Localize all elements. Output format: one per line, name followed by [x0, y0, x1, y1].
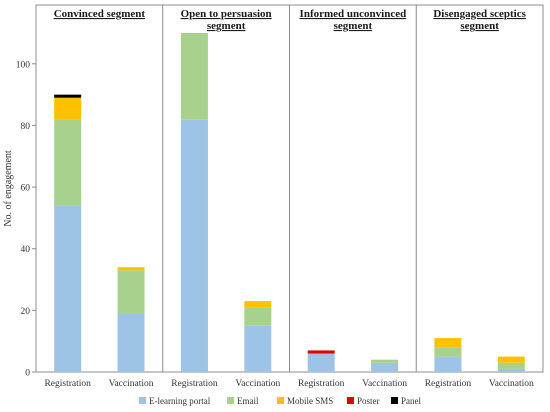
bar-segment: [434, 338, 462, 348]
category-label: Vaccination: [362, 379, 407, 389]
bar-segment: [434, 356, 462, 372]
bar-segment: [434, 347, 462, 357]
bar-segment: [54, 119, 82, 206]
bar-segment: [497, 368, 525, 372]
category-label: Vaccination: [109, 379, 154, 389]
category-label: Vaccination: [235, 379, 280, 389]
bar-segment: [54, 94, 82, 98]
y-tick-label: 0: [25, 369, 30, 379]
y-tick-label: 40: [21, 245, 31, 255]
category-label: Registration: [44, 379, 91, 389]
category-label: Vaccination: [489, 379, 534, 389]
bar-segment: [307, 350, 335, 354]
panel-title: Convinced segment: [54, 8, 146, 20]
legend-swatch: [227, 397, 234, 404]
bar-segment: [54, 205, 82, 372]
category-label: Registration: [298, 379, 345, 389]
legend-label: Email: [237, 396, 259, 406]
y-tick-label: 80: [21, 122, 31, 132]
legend-label: Panel: [401, 396, 421, 406]
y-tick-label: 60: [21, 184, 31, 194]
bar-segment: [497, 356, 525, 363]
bar-segment: [371, 362, 399, 372]
category-label: Registration: [171, 379, 218, 389]
bar-segment: [180, 119, 208, 372]
bar-segment: [117, 267, 145, 271]
legend-swatch: [139, 397, 146, 404]
y-axis-title: No. of engagement: [3, 150, 14, 227]
legend-label: Mobile SMS: [287, 396, 333, 406]
panel-title: Disengaged sceptics: [433, 8, 526, 20]
bar-segment: [244, 307, 272, 326]
panel-title: segment: [460, 20, 499, 32]
panel-title: segment: [334, 20, 373, 32]
legend-swatch: [391, 397, 398, 404]
y-tick-label: 20: [21, 307, 31, 317]
panel-title: Informed unconvinced: [300, 8, 407, 20]
legend-swatch: [277, 397, 284, 404]
bar-segment: [244, 301, 272, 308]
bar-segment: [54, 97, 82, 120]
panel-title: segment: [207, 20, 246, 32]
bar-segment: [117, 270, 145, 314]
bar-segment: [497, 362, 525, 369]
panel-title: Open to persuasion: [181, 8, 272, 20]
category-label: Registration: [425, 379, 472, 389]
y-tick-label: 100: [16, 60, 31, 70]
bar-segment: [371, 359, 399, 363]
legend-label: E-learning portal: [149, 396, 211, 406]
bar-segment: [307, 353, 335, 372]
bar-segment: [244, 325, 272, 372]
legend-swatch: [347, 397, 354, 404]
bar-segment: [117, 313, 145, 372]
legend-label: Poster: [357, 396, 380, 406]
bar-segment: [180, 33, 208, 120]
